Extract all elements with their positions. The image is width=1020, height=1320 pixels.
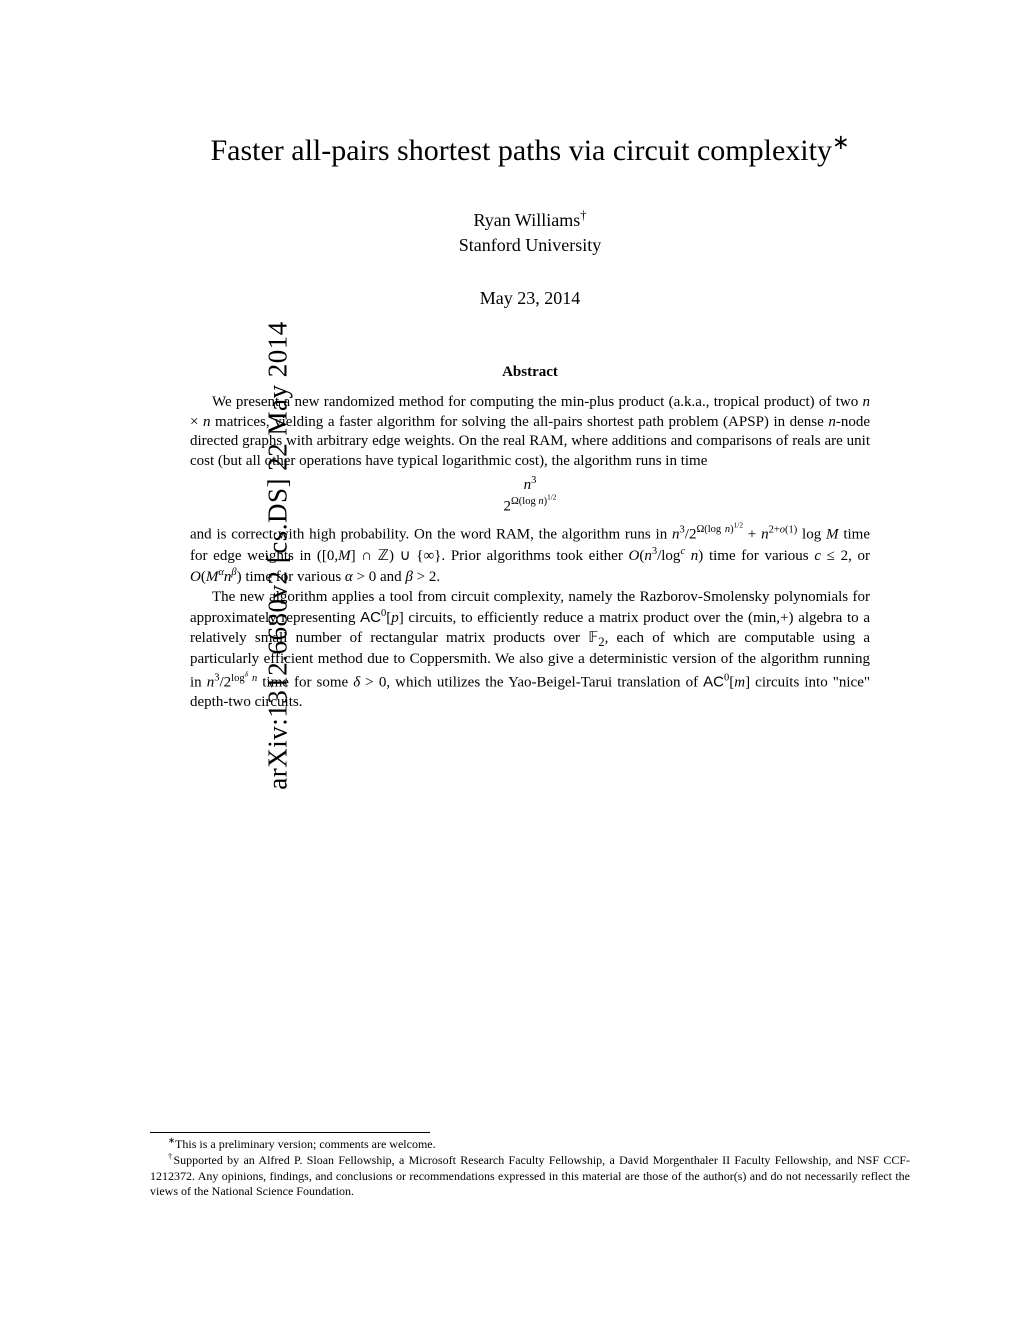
abstract-p2: and is correct with high probability. On… xyxy=(190,521,870,588)
abstract-heading: Abstract xyxy=(150,364,910,381)
paper-title: Faster all-pairs shortest paths via circ… xyxy=(150,130,910,168)
p2-text-f: time for various xyxy=(242,569,345,585)
footnotes: ∗This is a preliminary version; comments… xyxy=(150,1132,910,1200)
footnote-2-text: Supported by an Alfred P. Sloan Fellowsh… xyxy=(150,1153,910,1198)
footnote-2: †Supported by an Alfred P. Sloan Fellows… xyxy=(150,1152,910,1200)
footnote-rule xyxy=(150,1132,430,1133)
author-name: Ryan Williams xyxy=(473,210,580,230)
footnote-1-marker: ∗ xyxy=(168,1136,175,1145)
abstract-body: We present a new randomized method for c… xyxy=(190,393,870,713)
abstract-p1: We present a new randomized method for c… xyxy=(190,393,870,471)
p2-text-h: . xyxy=(436,569,440,585)
date: May 23, 2014 xyxy=(150,288,910,309)
p1-text-b: matrices, yielding a faster algorithm fo… xyxy=(211,414,829,430)
p3-text-b: circuits, to efficiently reduce a matrix… xyxy=(404,610,748,626)
title-footnote-marker: ∗ xyxy=(832,130,850,154)
p1-text-a: We present a new randomized method for c… xyxy=(212,394,863,410)
p3-text-f: , which utilizes the Yao-Beigel-Tarui tr… xyxy=(386,675,703,691)
affiliation: Stanford University xyxy=(150,235,910,256)
footnote-1-text: This is a preliminary version; comments … xyxy=(175,1137,436,1151)
paper-content: Faster all-pairs shortest paths via circ… xyxy=(150,130,910,713)
p3-text-e: time for some xyxy=(257,675,353,691)
author-footnote-marker: † xyxy=(580,208,586,222)
p2-text-e: , or xyxy=(848,548,870,564)
p2-text-d: time for various xyxy=(703,548,814,564)
p2-text-c: . Prior algorithms took either xyxy=(441,548,628,564)
p2-text-g: and xyxy=(376,569,405,585)
p2-text-a: and is correct with high probability. On… xyxy=(190,526,672,542)
abstract-p3: The new algorithm applies a tool from ci… xyxy=(190,588,870,713)
footnote-1: ∗This is a preliminary version; comments… xyxy=(150,1136,910,1153)
author: Ryan Williams† xyxy=(150,208,910,231)
display-formula: n3 2Ω(log n)1/2 xyxy=(190,475,870,515)
title-text: Faster all-pairs shortest paths via circ… xyxy=(210,134,832,167)
